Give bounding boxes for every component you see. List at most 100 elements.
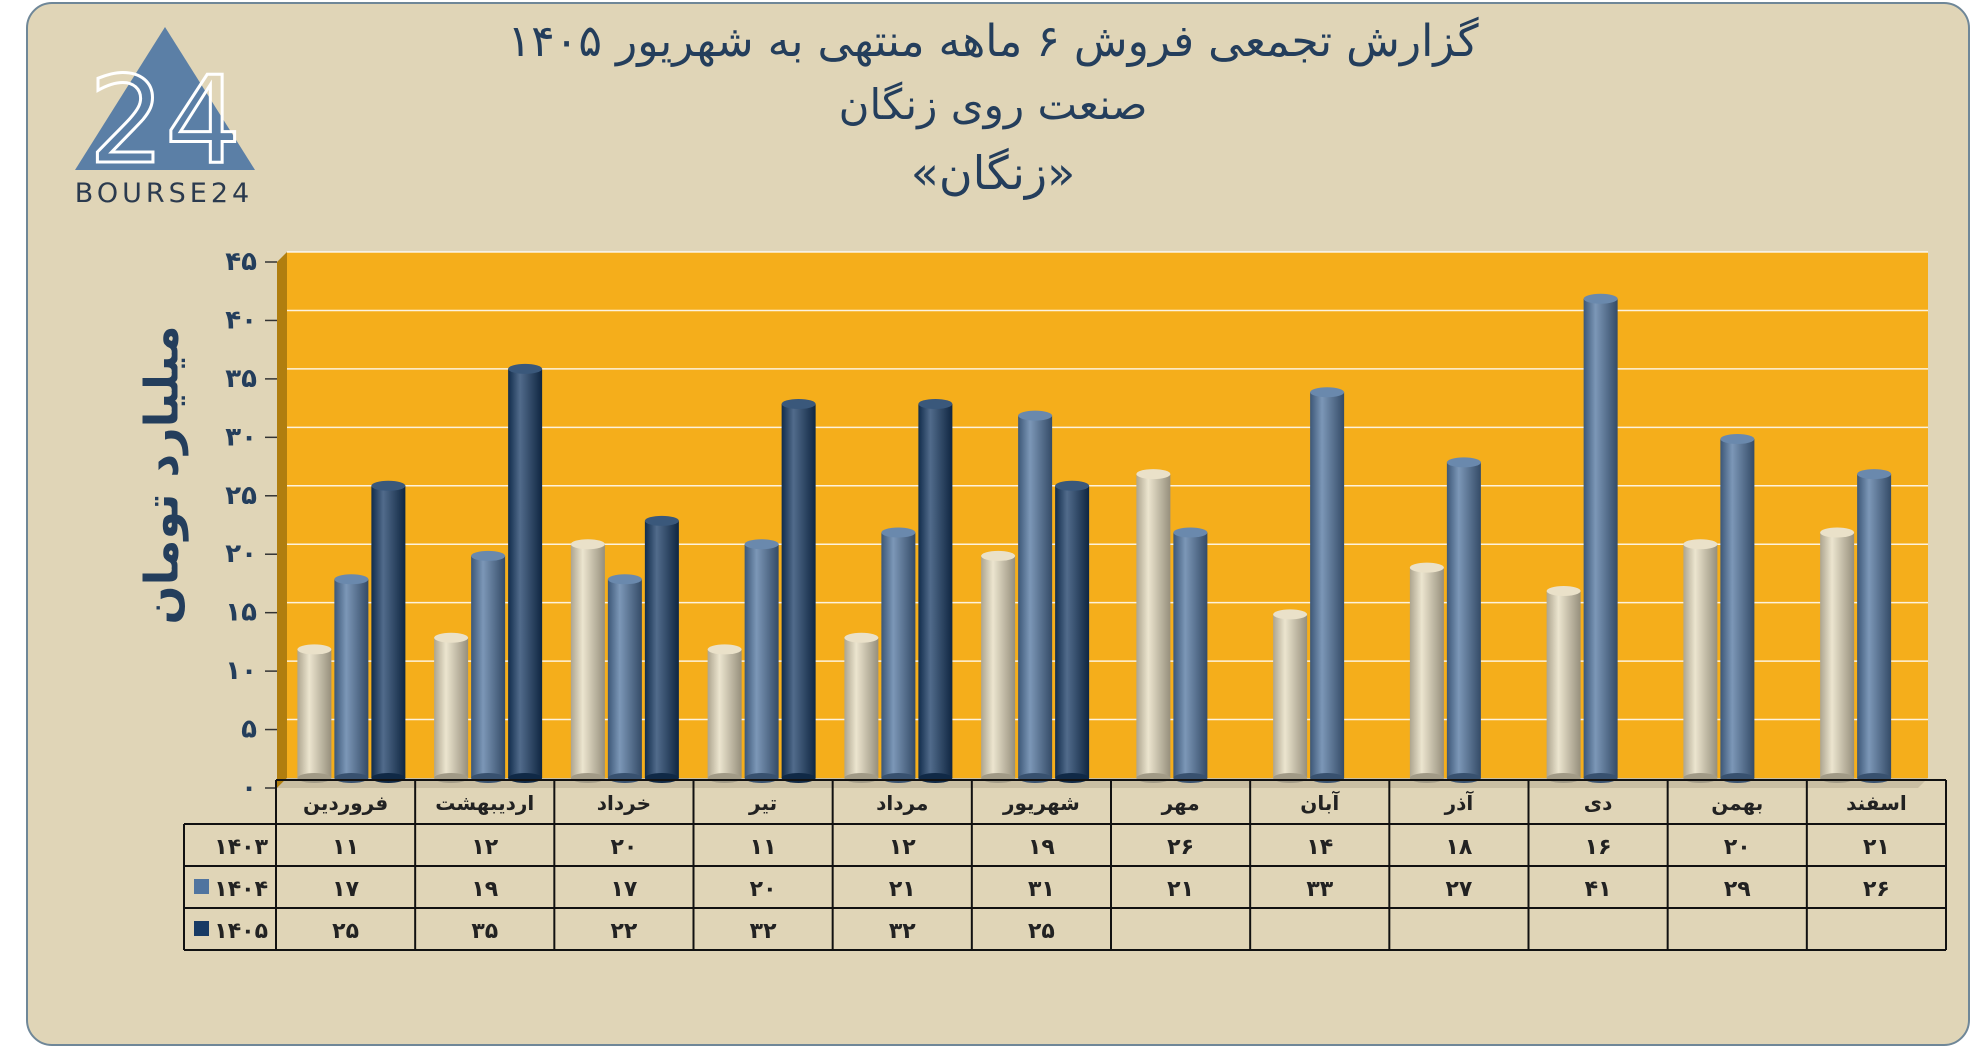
bar	[1546, 590, 1581, 778]
bar-base	[1583, 773, 1618, 783]
bar-base	[981, 773, 1016, 783]
bar-cap	[1583, 293, 1618, 304]
bar-cap	[644, 515, 679, 526]
data-label: ۱۷	[332, 877, 359, 902]
bar	[1720, 439, 1755, 778]
x-category-label: مرداد	[876, 791, 928, 815]
data-label: ۲۶	[1863, 877, 1890, 902]
legend-key	[194, 879, 209, 894]
bar-base	[471, 773, 506, 783]
bar-base	[334, 773, 369, 783]
x-category-label: اردیبهشت	[435, 791, 534, 815]
bar-cap	[1018, 410, 1053, 421]
bar-cap	[508, 363, 543, 374]
bar-base	[844, 773, 879, 783]
x-category-label: آبان	[1300, 790, 1340, 815]
bar-cap	[1857, 469, 1892, 480]
bar	[981, 555, 1016, 778]
bar-cap	[371, 480, 406, 491]
bar	[1310, 392, 1345, 778]
x-category-label: فروردین	[303, 791, 388, 815]
bar-base	[644, 773, 679, 783]
bar-cap	[1173, 527, 1208, 538]
x-category-label: خرداد	[597, 791, 651, 815]
bar-base	[1409, 773, 1444, 783]
data-label: ۲۶	[1167, 835, 1194, 860]
data-label: ۲۰	[610, 835, 637, 860]
plot-area	[287, 252, 1928, 778]
bar	[707, 649, 742, 778]
bar-base	[1720, 773, 1755, 783]
bar	[371, 485, 406, 778]
bar-cap	[1409, 562, 1444, 573]
bar-base	[744, 773, 779, 783]
bar-base	[1683, 773, 1718, 783]
bar	[918, 403, 953, 778]
bar-base	[1055, 773, 1090, 783]
bar	[1409, 567, 1444, 778]
bar	[1583, 298, 1618, 778]
legend-key	[194, 921, 209, 936]
bar-base	[1546, 773, 1581, 783]
bar-cap	[297, 644, 332, 655]
data-label: ۱۱	[750, 835, 777, 860]
bar-cap	[570, 539, 605, 550]
plot-side-wall	[277, 252, 287, 788]
data-label: ۳۲	[889, 919, 916, 944]
y-tick-label: ۲۰	[225, 539, 257, 569]
y-tick-label: ۵	[241, 715, 257, 745]
y-tick-label: ۳۰	[225, 422, 257, 452]
bar-cap	[744, 539, 779, 550]
bar	[297, 649, 332, 778]
company-name: «زنگان»	[910, 146, 1076, 200]
data-label: ۱۲	[889, 835, 916, 860]
data-label: ۱۷	[610, 877, 637, 902]
x-category-label: مهر	[1161, 791, 1200, 815]
x-category-label: آذر	[1444, 790, 1475, 815]
y-axis-label: میلیارد تومان	[135, 325, 189, 624]
bar	[1820, 532, 1855, 778]
data-label: ۳۲	[750, 919, 777, 944]
series-label: ۱۴۰۳	[214, 835, 268, 860]
bar-cap	[1683, 539, 1718, 550]
x-category-label: اسفند	[1846, 791, 1907, 815]
bar	[781, 403, 816, 778]
bar-cap	[471, 550, 506, 561]
data-label: ۲۱	[1863, 835, 1890, 860]
y-tick-label: ۴۵	[225, 247, 257, 277]
data-label: ۱۶	[1585, 835, 1612, 860]
bar-cap	[981, 550, 1016, 561]
y-tick-label: ۰	[241, 773, 257, 803]
bar	[1683, 544, 1718, 778]
bar-base	[434, 773, 469, 783]
bar-cap	[1055, 480, 1090, 491]
x-category-label: تیر	[748, 791, 777, 815]
bar-base	[1820, 773, 1855, 783]
bar-cap	[1273, 609, 1308, 620]
data-label: ۳۱	[1028, 877, 1055, 902]
bar	[1857, 474, 1892, 778]
bar	[1136, 474, 1171, 778]
bar-cap	[707, 644, 742, 655]
bar-cap	[781, 398, 816, 409]
y-tick-label: ۳۵	[225, 364, 257, 394]
series-label: ۱۴۰۵	[214, 919, 268, 944]
bar-base	[297, 773, 332, 783]
logo-mark-text: 24	[89, 52, 242, 191]
y-tick-label: ۱۵	[225, 598, 257, 628]
bar	[1273, 614, 1308, 778]
bar-cap	[434, 632, 469, 643]
bar	[844, 637, 879, 778]
bar-base	[371, 773, 406, 783]
bar-base	[570, 773, 605, 783]
bar-base	[508, 773, 543, 783]
bar	[1055, 485, 1090, 778]
chart-subtitle: صنعت روی زنگان	[838, 80, 1148, 129]
bar	[1446, 462, 1481, 778]
bourse24-logo-icon: 24	[75, 27, 255, 193]
bar	[744, 544, 779, 778]
bar	[471, 555, 506, 778]
bar-cap	[1446, 457, 1481, 468]
bar	[1173, 532, 1208, 778]
